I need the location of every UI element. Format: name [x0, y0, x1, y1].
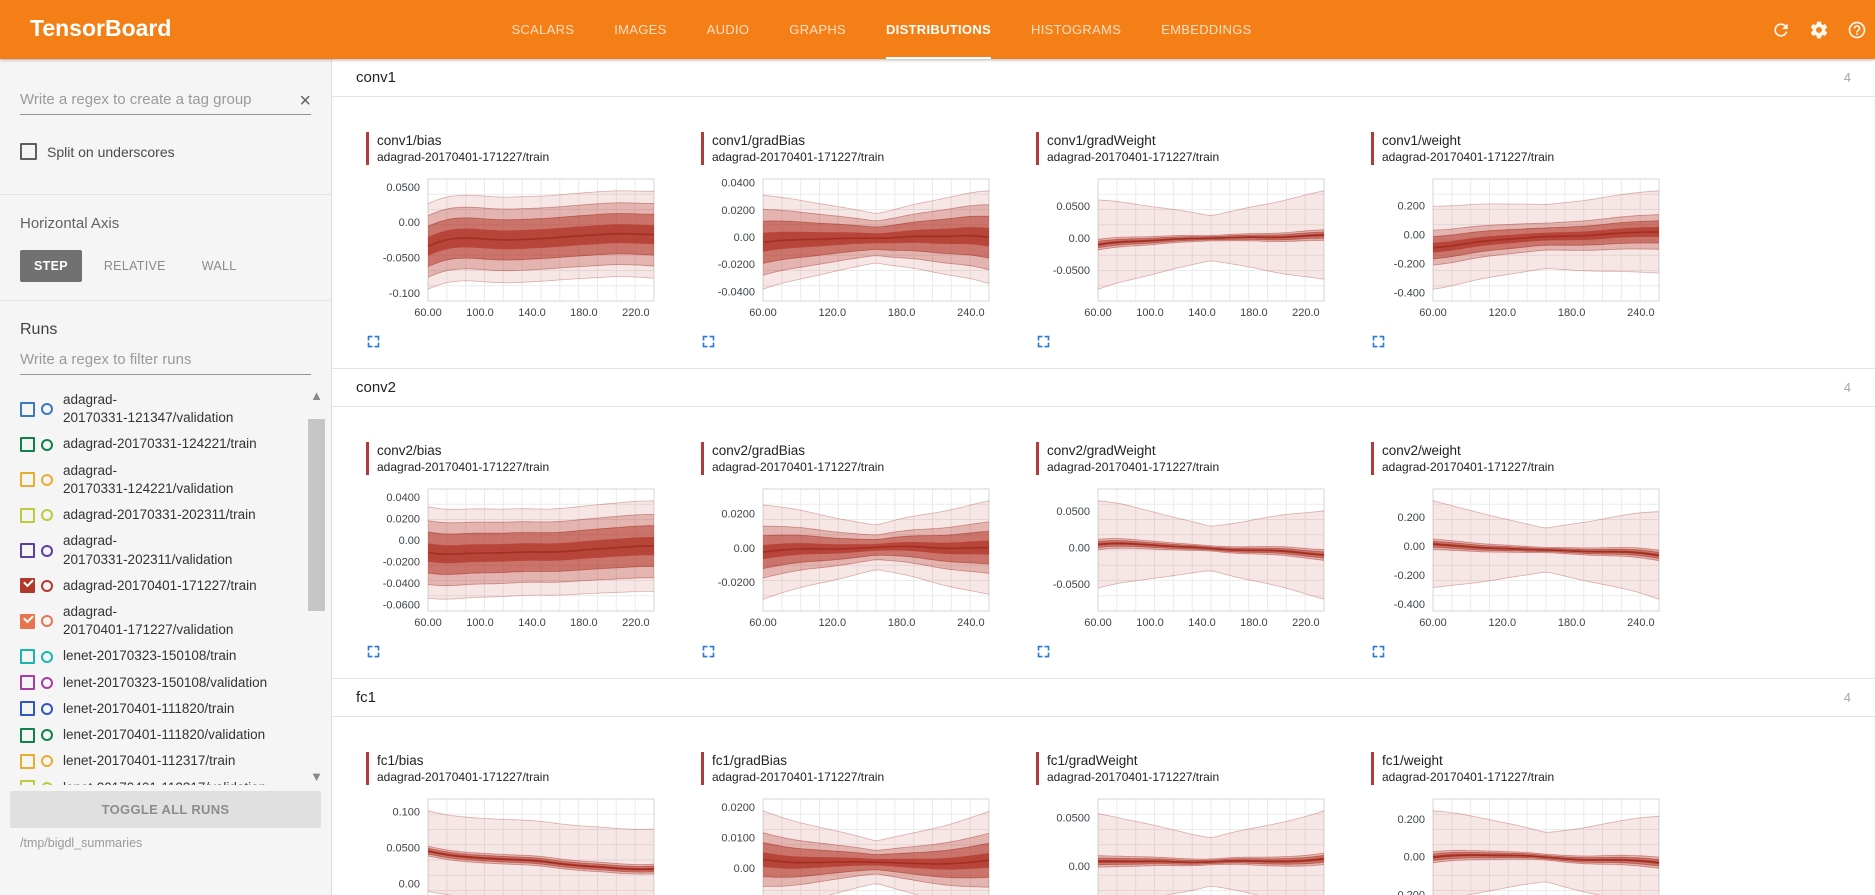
svg-text:0.0100: 0.0100	[721, 833, 755, 845]
svg-text:180.0: 180.0	[1240, 617, 1268, 629]
svg-text:180.0: 180.0	[570, 307, 598, 319]
svg-text:-0.200: -0.200	[1394, 259, 1425, 271]
svg-text:-0.0200: -0.0200	[718, 259, 755, 271]
svg-text:140.0: 140.0	[518, 307, 546, 319]
svg-text:-0.0500: -0.0500	[1053, 265, 1090, 277]
svg-text:120.0: 120.0	[1489, 307, 1517, 319]
svg-text:140.0: 140.0	[1188, 307, 1216, 319]
svg-text:0.00: 0.00	[734, 232, 755, 244]
svg-text:-0.0400: -0.0400	[718, 287, 755, 299]
svg-text:100.0: 100.0	[466, 307, 494, 319]
svg-text:60.00: 60.00	[1084, 617, 1112, 629]
svg-text:120.0: 120.0	[819, 307, 847, 319]
svg-text:180.0: 180.0	[570, 617, 598, 629]
svg-text:240.0: 240.0	[1627, 617, 1655, 629]
svg-text:0.0500: 0.0500	[1056, 813, 1090, 825]
svg-text:60.00: 60.00	[1419, 617, 1447, 629]
svg-text:60.00: 60.00	[414, 617, 442, 629]
svg-text:-0.0500: -0.0500	[383, 253, 420, 265]
svg-text:-0.400: -0.400	[1394, 288, 1425, 300]
svg-text:60.00: 60.00	[749, 307, 777, 319]
svg-text:-0.400: -0.400	[1394, 599, 1425, 611]
svg-text:-0.200: -0.200	[1394, 890, 1425, 895]
svg-text:0.0500: 0.0500	[1056, 201, 1090, 213]
svg-text:0.0200: 0.0200	[386, 514, 420, 526]
svg-text:0.0400: 0.0400	[721, 178, 755, 190]
svg-text:0.0500: 0.0500	[386, 843, 420, 855]
svg-text:0.200: 0.200	[1397, 512, 1425, 524]
svg-text:240.0: 240.0	[1627, 307, 1655, 319]
svg-text:0.00: 0.00	[1069, 233, 1090, 245]
svg-text:220.0: 220.0	[1292, 307, 1320, 319]
svg-text:60.00: 60.00	[1084, 307, 1112, 319]
svg-text:140.0: 140.0	[1188, 617, 1216, 629]
svg-text:240.0: 240.0	[957, 307, 985, 319]
svg-text:180.0: 180.0	[888, 307, 916, 319]
svg-text:180.0: 180.0	[1240, 307, 1268, 319]
svg-text:0.00: 0.00	[734, 543, 755, 555]
svg-text:0.200: 0.200	[1397, 814, 1425, 826]
svg-text:0.00: 0.00	[1404, 230, 1425, 242]
svg-text:0.00: 0.00	[734, 863, 755, 875]
svg-text:140.0: 140.0	[518, 617, 546, 629]
svg-text:-0.100: -0.100	[389, 288, 420, 300]
svg-text:60.00: 60.00	[414, 307, 442, 319]
svg-text:0.00: 0.00	[1404, 541, 1425, 553]
svg-text:-0.0200: -0.0200	[718, 577, 755, 589]
svg-text:0.100: 0.100	[392, 807, 420, 819]
svg-text:100.0: 100.0	[1136, 617, 1164, 629]
svg-text:120.0: 120.0	[1489, 617, 1517, 629]
svg-text:220.0: 220.0	[622, 307, 650, 319]
svg-text:-0.0200: -0.0200	[383, 557, 420, 569]
svg-text:0.200: 0.200	[1397, 201, 1425, 213]
svg-text:0.00: 0.00	[399, 535, 420, 547]
svg-text:220.0: 220.0	[1292, 617, 1320, 629]
svg-text:180.0: 180.0	[1558, 617, 1586, 629]
svg-text:180.0: 180.0	[1558, 307, 1586, 319]
svg-text:180.0: 180.0	[888, 617, 916, 629]
svg-text:0.0400: 0.0400	[386, 492, 420, 504]
svg-text:0.00: 0.00	[399, 879, 420, 891]
svg-text:-0.0600: -0.0600	[383, 600, 420, 612]
svg-text:60.00: 60.00	[1419, 307, 1447, 319]
svg-text:120.0: 120.0	[819, 617, 847, 629]
svg-text:60.00: 60.00	[749, 617, 777, 629]
svg-text:0.00: 0.00	[1069, 861, 1090, 873]
svg-text:220.0: 220.0	[622, 617, 650, 629]
svg-text:0.00: 0.00	[399, 217, 420, 229]
svg-text:-0.0400: -0.0400	[383, 578, 420, 590]
svg-text:0.0200: 0.0200	[721, 802, 755, 814]
svg-text:-0.0500: -0.0500	[1053, 579, 1090, 591]
svg-text:0.0200: 0.0200	[721, 509, 755, 521]
svg-text:0.0500: 0.0500	[386, 182, 420, 194]
svg-text:100.0: 100.0	[466, 617, 494, 629]
svg-text:0.0500: 0.0500	[1056, 506, 1090, 518]
svg-text:-0.200: -0.200	[1394, 570, 1425, 582]
svg-text:0.0200: 0.0200	[721, 205, 755, 217]
svg-text:100.0: 100.0	[1136, 307, 1164, 319]
svg-text:0.00: 0.00	[1069, 543, 1090, 555]
svg-text:240.0: 240.0	[957, 617, 985, 629]
svg-text:0.00: 0.00	[1404, 852, 1425, 864]
